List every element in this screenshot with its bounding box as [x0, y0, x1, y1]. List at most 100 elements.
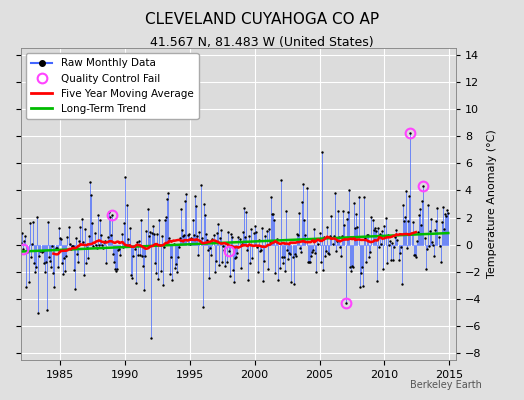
Point [268, 210, 276, 217]
Point [346, 264, 354, 270]
Point [136, 251, 144, 258]
Point [414, 229, 422, 235]
Point [102, 260, 111, 266]
Point [225, 272, 234, 279]
Point [326, 233, 334, 240]
Point [348, 263, 356, 270]
Point [34, 309, 42, 316]
Point [381, 215, 390, 221]
Point [390, 244, 398, 250]
Point [200, 201, 208, 207]
Point [24, 279, 32, 285]
Point [146, 228, 154, 235]
Point [375, 243, 383, 250]
Point [442, 213, 450, 220]
Point [219, 242, 227, 249]
Point [322, 248, 330, 254]
Point [93, 244, 101, 251]
Point [147, 335, 155, 342]
Point [256, 248, 264, 254]
Point [313, 236, 322, 242]
Point [342, 216, 351, 222]
Point [169, 241, 178, 248]
Point [344, 209, 352, 215]
Point [436, 259, 445, 266]
Point [233, 250, 242, 256]
Point [192, 203, 200, 209]
Point [238, 229, 247, 235]
Point [111, 266, 119, 272]
Point [193, 233, 202, 239]
Point [154, 276, 162, 282]
Point [332, 248, 340, 255]
Text: Berkeley Earth: Berkeley Earth [410, 380, 482, 390]
Point [84, 255, 92, 261]
Point [29, 219, 37, 225]
Point [48, 243, 57, 249]
Point [239, 204, 248, 211]
Point [112, 268, 121, 274]
Text: 41.567 N, 81.483 W (United States): 41.567 N, 81.483 W (United States) [150, 36, 374, 49]
Point [64, 224, 73, 230]
Y-axis label: Temperature Anomaly (°C): Temperature Anomaly (°C) [487, 130, 497, 278]
Point [388, 240, 396, 246]
Point [155, 217, 163, 224]
Point [46, 258, 54, 264]
Point [358, 283, 367, 289]
Point [163, 195, 171, 202]
Point [379, 266, 388, 272]
Point [408, 219, 417, 226]
Point [334, 208, 342, 214]
Point [339, 208, 347, 214]
Point [183, 232, 192, 238]
Point [321, 253, 329, 259]
Point [205, 275, 213, 281]
Point [439, 203, 447, 210]
Point [43, 307, 51, 313]
Point [221, 263, 230, 269]
Point [415, 212, 423, 218]
Point [213, 230, 221, 236]
Point [356, 270, 365, 276]
Point [90, 230, 99, 236]
Point [36, 248, 45, 254]
Point [303, 259, 312, 265]
Point [444, 210, 453, 216]
Point [235, 235, 244, 242]
Point [91, 242, 100, 248]
Point [248, 255, 257, 262]
Point [153, 231, 161, 237]
Point [377, 241, 386, 247]
Point [424, 242, 433, 249]
Point [277, 176, 285, 183]
Point [89, 242, 97, 249]
Point [280, 254, 288, 261]
Point [320, 234, 328, 240]
Point [118, 244, 127, 250]
Point [295, 210, 303, 216]
Point [243, 247, 252, 253]
Point [56, 235, 64, 241]
Point [245, 232, 254, 239]
Point [99, 245, 107, 252]
Point [434, 234, 443, 240]
Point [104, 209, 113, 215]
Point [373, 278, 381, 284]
Point [37, 248, 46, 255]
Point [427, 216, 435, 222]
Point [228, 234, 236, 240]
Point [365, 254, 374, 260]
Point [32, 264, 40, 270]
Point [161, 217, 169, 223]
Point [216, 234, 224, 241]
Point [206, 245, 214, 252]
Point [149, 223, 157, 230]
Point [430, 253, 439, 259]
Point [310, 226, 319, 233]
Point [140, 287, 148, 294]
Point [337, 252, 345, 259]
Point [86, 179, 94, 185]
Point [283, 247, 291, 253]
Point [114, 247, 123, 254]
Point [432, 218, 441, 224]
